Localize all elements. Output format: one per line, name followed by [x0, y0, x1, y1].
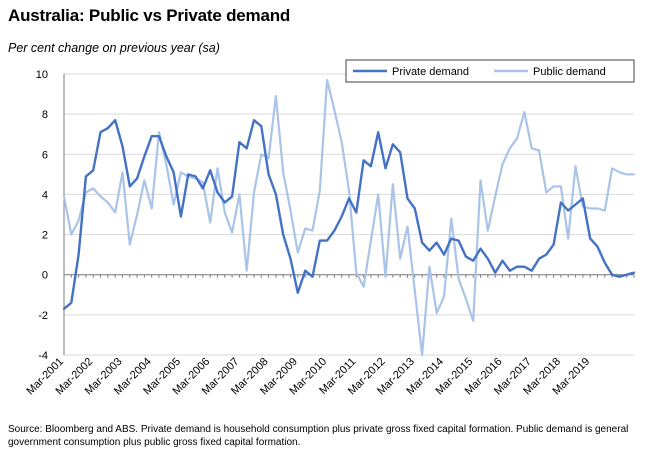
y-tick-label: 8: [42, 109, 48, 121]
legend-box: [345, 59, 635, 83]
source-note: Source: Bloomberg and ABS. Private deman…: [8, 424, 629, 448]
chart-plot: 10 8 6 4 2 0 -2 -4 Mar-2001Mar-2002Mar-2003Mar-…: [24, 59, 636, 398]
y-tick-label: 10: [36, 69, 48, 81]
axes: [63, 74, 635, 355]
private-demand-line: [62, 119, 636, 310]
legend-item-private-demand: Private demand: [392, 66, 469, 78]
y-tick-label: 0: [42, 270, 48, 282]
y-tick-label: -4: [38, 350, 48, 362]
y-tick-label: 6: [42, 149, 48, 161]
y-tick-labels: 10 8 6 4 2 0 -2 -4: [36, 69, 48, 362]
y-tick-label: -2: [38, 310, 48, 322]
legend-item-public-demand: Public demand: [533, 66, 606, 78]
public-demand-line: [62, 78, 636, 357]
legend: Private demand Public demand: [345, 59, 635, 83]
y-tick-label: 2: [42, 230, 48, 242]
chart-subtitle: Per cent change on previous year (sa): [8, 41, 220, 55]
gridlines: [64, 73, 634, 356]
chart-title: Australia: Public vs Private demand: [8, 6, 291, 25]
y-tick-label: 4: [42, 189, 48, 201]
series-lines: [62, 78, 636, 357]
x-tick-labels: Mar-2001Mar-2002Mar-2003Mar-2004Mar-2005…: [24, 356, 592, 398]
